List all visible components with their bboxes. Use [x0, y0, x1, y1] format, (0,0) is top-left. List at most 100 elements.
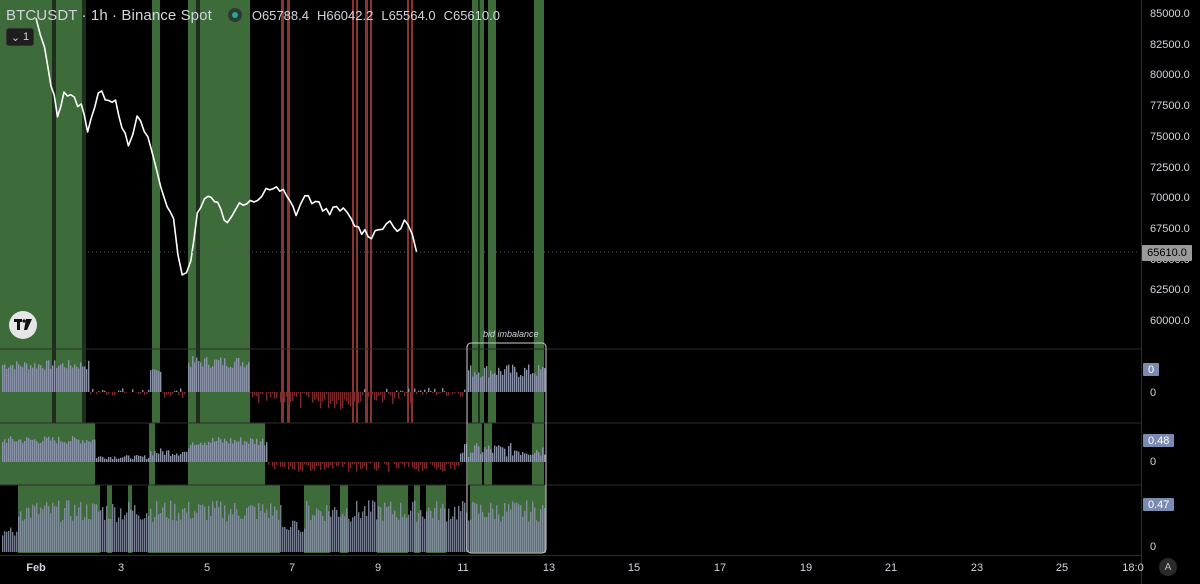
- pane1-hist-bar: [40, 365, 42, 392]
- pane2-hist-bar: [400, 462, 402, 464]
- pane3-hist-bar: [338, 516, 340, 552]
- pane2-hist-bar: [150, 451, 152, 462]
- pane1-hist-bar: [158, 371, 160, 392]
- pane3-hist-bar: [468, 520, 470, 552]
- pane2-hist-bar: [352, 462, 354, 465]
- pane2-hist-bar: [284, 462, 286, 468]
- pane3-hist-bar: [172, 520, 174, 552]
- pane-separators: [0, 0, 1142, 584]
- pane1-hist-bar: [202, 366, 204, 392]
- symbol-title[interactable]: BTCUSDT · 1h · Binance Spot: [6, 6, 212, 24]
- pane2-hist-bar: [518, 451, 520, 462]
- pane1-hist-bar: [328, 392, 330, 409]
- pane2-hist-bar: [94, 439, 96, 462]
- pane3-hist-bar: [116, 521, 118, 552]
- pane2-hist-bar: [8, 438, 10, 462]
- pane3-hist-bar: [518, 504, 520, 552]
- pane3-hist-bar: [114, 507, 116, 552]
- auto-scale-button[interactable]: A: [1159, 558, 1177, 576]
- pane1-hist-bar: [344, 392, 346, 400]
- tradingview-logo-icon[interactable]: [9, 311, 37, 339]
- pane3-hist-bar: [30, 517, 32, 552]
- pane2-hist-bar: [452, 462, 454, 465]
- pane2-hist-bar: [490, 449, 492, 462]
- pane1-hist-bar: [378, 392, 380, 397]
- price-scale[interactable]: 85000.0 82500.0 80000.0 77500.0 75000.0 72500…: [1142, 0, 1200, 584]
- pane1-hist-bar: [478, 372, 480, 392]
- pane2-hist-bar: [160, 448, 162, 462]
- pane3-hist-bar: [218, 507, 220, 552]
- pane3-hist-bar: [316, 508, 318, 552]
- pane2-hist-bar: [202, 444, 204, 462]
- pane1-hist-bar: [366, 392, 368, 404]
- pane1-hist-bar: [486, 366, 488, 392]
- time-tick-label: 19: [799, 562, 813, 574]
- pane3-hist-bar: [154, 516, 156, 552]
- pane2-hist-bar: [144, 455, 146, 462]
- pane2-hist-bar: [296, 462, 298, 463]
- pane2-hist-bar: [204, 442, 206, 462]
- pane1-hist-bar: [398, 392, 400, 399]
- pane1-hist-bar: [382, 392, 384, 403]
- pane3-hist-bar: [92, 503, 94, 552]
- pane1-hist-bar: [534, 373, 536, 392]
- pane1-hist-bar: [504, 369, 506, 392]
- pane1-hist-bar: [282, 392, 284, 399]
- price-tick-label: 72500.0: [1150, 161, 1190, 174]
- pane1-hist-bar: [528, 364, 530, 392]
- pane1-hist-bar: [542, 366, 544, 392]
- pane3-hist-bar: [378, 506, 380, 552]
- pane1-hist-bar: [262, 392, 264, 395]
- pane1-hist-bar: [188, 362, 190, 392]
- pane2-hist-bar: [10, 436, 12, 462]
- pane2-hist-bar: [166, 450, 168, 462]
- pane2-hist-bar: [232, 443, 234, 462]
- red-zone: [370, 0, 372, 423]
- pane3-hist-bar: [70, 516, 72, 552]
- pane2-hist-bar: [336, 462, 338, 467]
- pane1-hist-bar: [436, 392, 438, 396]
- pane3-hist-bar: [82, 519, 84, 552]
- pane2-hist-bar: [88, 441, 90, 462]
- pane2-hist-bar: [260, 441, 262, 462]
- pane3-hist-bar: [266, 509, 268, 552]
- pane1-hist-bar: [92, 388, 94, 392]
- pane3-hist-bar: [474, 502, 476, 552]
- pane1-hist-bar: [198, 360, 200, 392]
- pane2-hist-bar: [514, 450, 516, 462]
- pane3-hist-bar: [528, 521, 530, 552]
- pane3-hist-bar: [392, 514, 394, 552]
- pane2-hist-bar: [102, 457, 104, 462]
- pane3-hist-bar: [178, 512, 180, 552]
- pane3-hist-bar: [388, 506, 390, 552]
- market-status-icon[interactable]: [227, 8, 242, 22]
- pane2-hist-bar: [476, 443, 478, 462]
- time-tick-label: 11: [457, 562, 469, 574]
- pane3-hist-bar: [78, 507, 80, 552]
- pane2-hist-bar: [128, 455, 130, 462]
- pane2-hist-bar: [430, 462, 432, 464]
- pane3-hist-bar: [400, 502, 402, 552]
- pane1-hist-bar: [148, 389, 150, 392]
- indicators-toggle-button[interactable]: ⌄ 1: [6, 28, 34, 46]
- pane3-hist-bar: [434, 507, 436, 552]
- pane3-hist-bar: [470, 519, 472, 552]
- pane1-hist-bar: [102, 389, 104, 392]
- pane2-hist-bar: [426, 462, 428, 470]
- pane1-hist-bar: [334, 392, 336, 409]
- pane1-hist-bar: [304, 392, 306, 394]
- pane3-hist-bar: [310, 519, 312, 552]
- pane1-hist-bar: [356, 392, 358, 410]
- pane2-hist-bar: [112, 458, 114, 462]
- pane3-hist-bar: [284, 526, 286, 552]
- pane2-hist-bar: [208, 441, 210, 462]
- time-axis[interactable]: Feb 3 5 7 9 11 13 15 17 19 21 23 25 18:0: [0, 556, 1143, 584]
- pane3-hist-bar: [196, 512, 198, 552]
- pane2-hist-bar: [142, 456, 144, 462]
- pane2-hist-bar: [116, 458, 118, 462]
- pane1-hist-bar: [30, 365, 32, 392]
- pane2-hist-bar: [162, 451, 164, 462]
- time-tick-label: 13: [542, 562, 556, 574]
- pane2-hist-bar: [502, 447, 504, 462]
